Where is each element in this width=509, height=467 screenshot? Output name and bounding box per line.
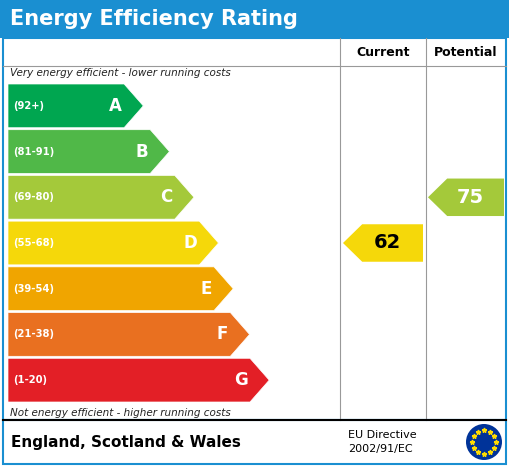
Polygon shape: [8, 221, 218, 265]
Text: (39-54): (39-54): [13, 284, 54, 294]
Polygon shape: [343, 224, 423, 262]
Text: (92+): (92+): [13, 101, 44, 111]
Text: 75: 75: [457, 188, 484, 207]
Text: (81-91): (81-91): [13, 147, 54, 156]
Polygon shape: [8, 312, 249, 356]
Polygon shape: [8, 84, 144, 127]
Text: (21-38): (21-38): [13, 329, 54, 340]
Bar: [0, 0, 509, 38]
Text: A: A: [109, 97, 122, 115]
Text: EU Directive: EU Directive: [348, 430, 417, 440]
Text: B: B: [135, 142, 148, 161]
Bar: [3, 38, 506, 420]
Text: 2002/91/EC: 2002/91/EC: [348, 444, 413, 454]
Text: 62: 62: [374, 234, 401, 253]
Text: (1-20): (1-20): [13, 375, 47, 385]
Text: Energy Efficiency Rating: Energy Efficiency Rating: [10, 9, 298, 29]
Bar: [3, 420, 506, 464]
Polygon shape: [8, 176, 194, 219]
Text: G: G: [234, 371, 248, 389]
Text: F: F: [217, 325, 229, 343]
Circle shape: [466, 424, 502, 460]
Text: E: E: [201, 280, 212, 298]
Text: D: D: [184, 234, 197, 252]
Text: Not energy efficient - higher running costs: Not energy efficient - higher running co…: [10, 408, 231, 417]
Text: Current: Current: [356, 45, 410, 58]
Polygon shape: [8, 358, 269, 402]
Polygon shape: [428, 178, 504, 216]
Text: (55-68): (55-68): [13, 238, 54, 248]
Text: (69-80): (69-80): [13, 192, 54, 202]
Text: Potential: Potential: [434, 45, 498, 58]
Text: C: C: [160, 188, 173, 206]
Text: England, Scotland & Wales: England, Scotland & Wales: [11, 434, 241, 450]
Polygon shape: [8, 130, 169, 173]
Polygon shape: [8, 267, 233, 311]
Text: Very energy efficient - lower running costs: Very energy efficient - lower running co…: [10, 69, 231, 78]
